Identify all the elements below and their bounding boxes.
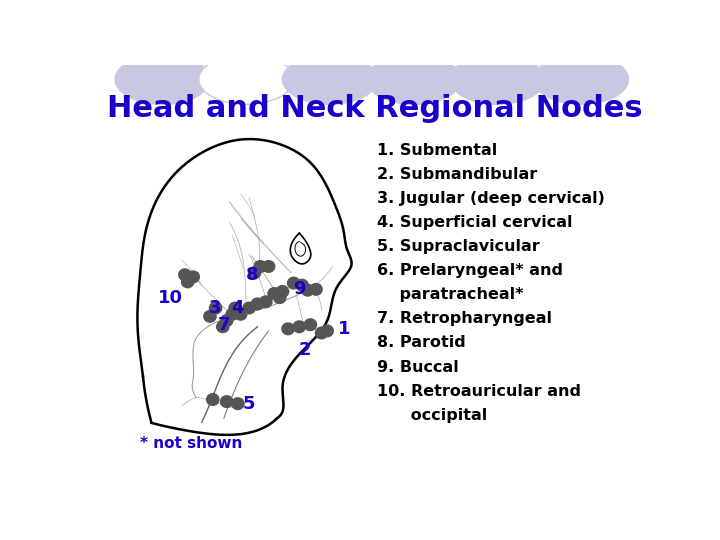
- Text: 9. Buccal: 9. Buccal: [377, 360, 459, 375]
- Ellipse shape: [276, 286, 289, 297]
- Text: 8. Parotid: 8. Parotid: [377, 335, 466, 350]
- Ellipse shape: [305, 319, 317, 330]
- Ellipse shape: [321, 325, 333, 337]
- Text: 3. Jugular (deep cervical): 3. Jugular (deep cervical): [377, 191, 606, 206]
- Text: * not shown: * not shown: [140, 436, 243, 451]
- Ellipse shape: [282, 323, 294, 335]
- Ellipse shape: [226, 308, 238, 320]
- Text: 10: 10: [158, 289, 184, 307]
- Text: 8: 8: [246, 266, 258, 284]
- Ellipse shape: [268, 288, 280, 299]
- Ellipse shape: [248, 267, 261, 279]
- Ellipse shape: [366, 55, 461, 104]
- Text: 7: 7: [217, 316, 230, 334]
- Ellipse shape: [181, 276, 194, 288]
- Ellipse shape: [251, 298, 264, 310]
- Text: 6. Prelaryngeal* and: 6. Prelaryngeal* and: [377, 263, 563, 278]
- Ellipse shape: [235, 308, 247, 320]
- Ellipse shape: [179, 269, 191, 281]
- Ellipse shape: [296, 279, 308, 291]
- Ellipse shape: [115, 55, 210, 104]
- Text: 9: 9: [293, 280, 305, 298]
- Ellipse shape: [254, 261, 266, 272]
- Ellipse shape: [262, 261, 275, 272]
- Text: occipital: occipital: [377, 408, 487, 423]
- Ellipse shape: [187, 271, 199, 282]
- Ellipse shape: [204, 310, 216, 322]
- Ellipse shape: [315, 327, 328, 339]
- Text: 2: 2: [299, 341, 311, 359]
- Ellipse shape: [260, 296, 272, 308]
- Text: 4: 4: [232, 299, 244, 317]
- Ellipse shape: [274, 292, 286, 303]
- Ellipse shape: [310, 284, 322, 295]
- Text: 7. Retropharyngeal: 7. Retropharyngeal: [377, 312, 552, 326]
- Ellipse shape: [207, 394, 219, 406]
- Ellipse shape: [534, 55, 629, 104]
- Text: Head and Neck Regional Nodes: Head and Neck Regional Nodes: [107, 94, 642, 123]
- Ellipse shape: [287, 277, 300, 289]
- Text: 1: 1: [338, 320, 350, 338]
- Ellipse shape: [210, 302, 222, 314]
- Text: 2. Submandibular: 2. Submandibular: [377, 167, 538, 181]
- Text: 5: 5: [243, 395, 256, 413]
- Text: 5. Supraclavicular: 5. Supraclavicular: [377, 239, 540, 254]
- Ellipse shape: [243, 302, 255, 314]
- Text: paratracheal*: paratracheal*: [377, 287, 524, 302]
- Text: 10. Retroauricular and: 10. Retroauricular and: [377, 384, 581, 399]
- Ellipse shape: [293, 321, 305, 333]
- Ellipse shape: [229, 302, 241, 314]
- Ellipse shape: [302, 285, 314, 296]
- Text: 4. Superficial cervical: 4. Superficial cervical: [377, 215, 573, 230]
- Ellipse shape: [220, 396, 233, 407]
- Ellipse shape: [450, 55, 545, 104]
- Text: 1. Submental: 1. Submental: [377, 143, 498, 158]
- Ellipse shape: [199, 55, 294, 104]
- Ellipse shape: [220, 315, 233, 326]
- Ellipse shape: [282, 55, 377, 104]
- Ellipse shape: [217, 321, 229, 333]
- Ellipse shape: [232, 398, 244, 409]
- Text: 3: 3: [210, 299, 222, 317]
